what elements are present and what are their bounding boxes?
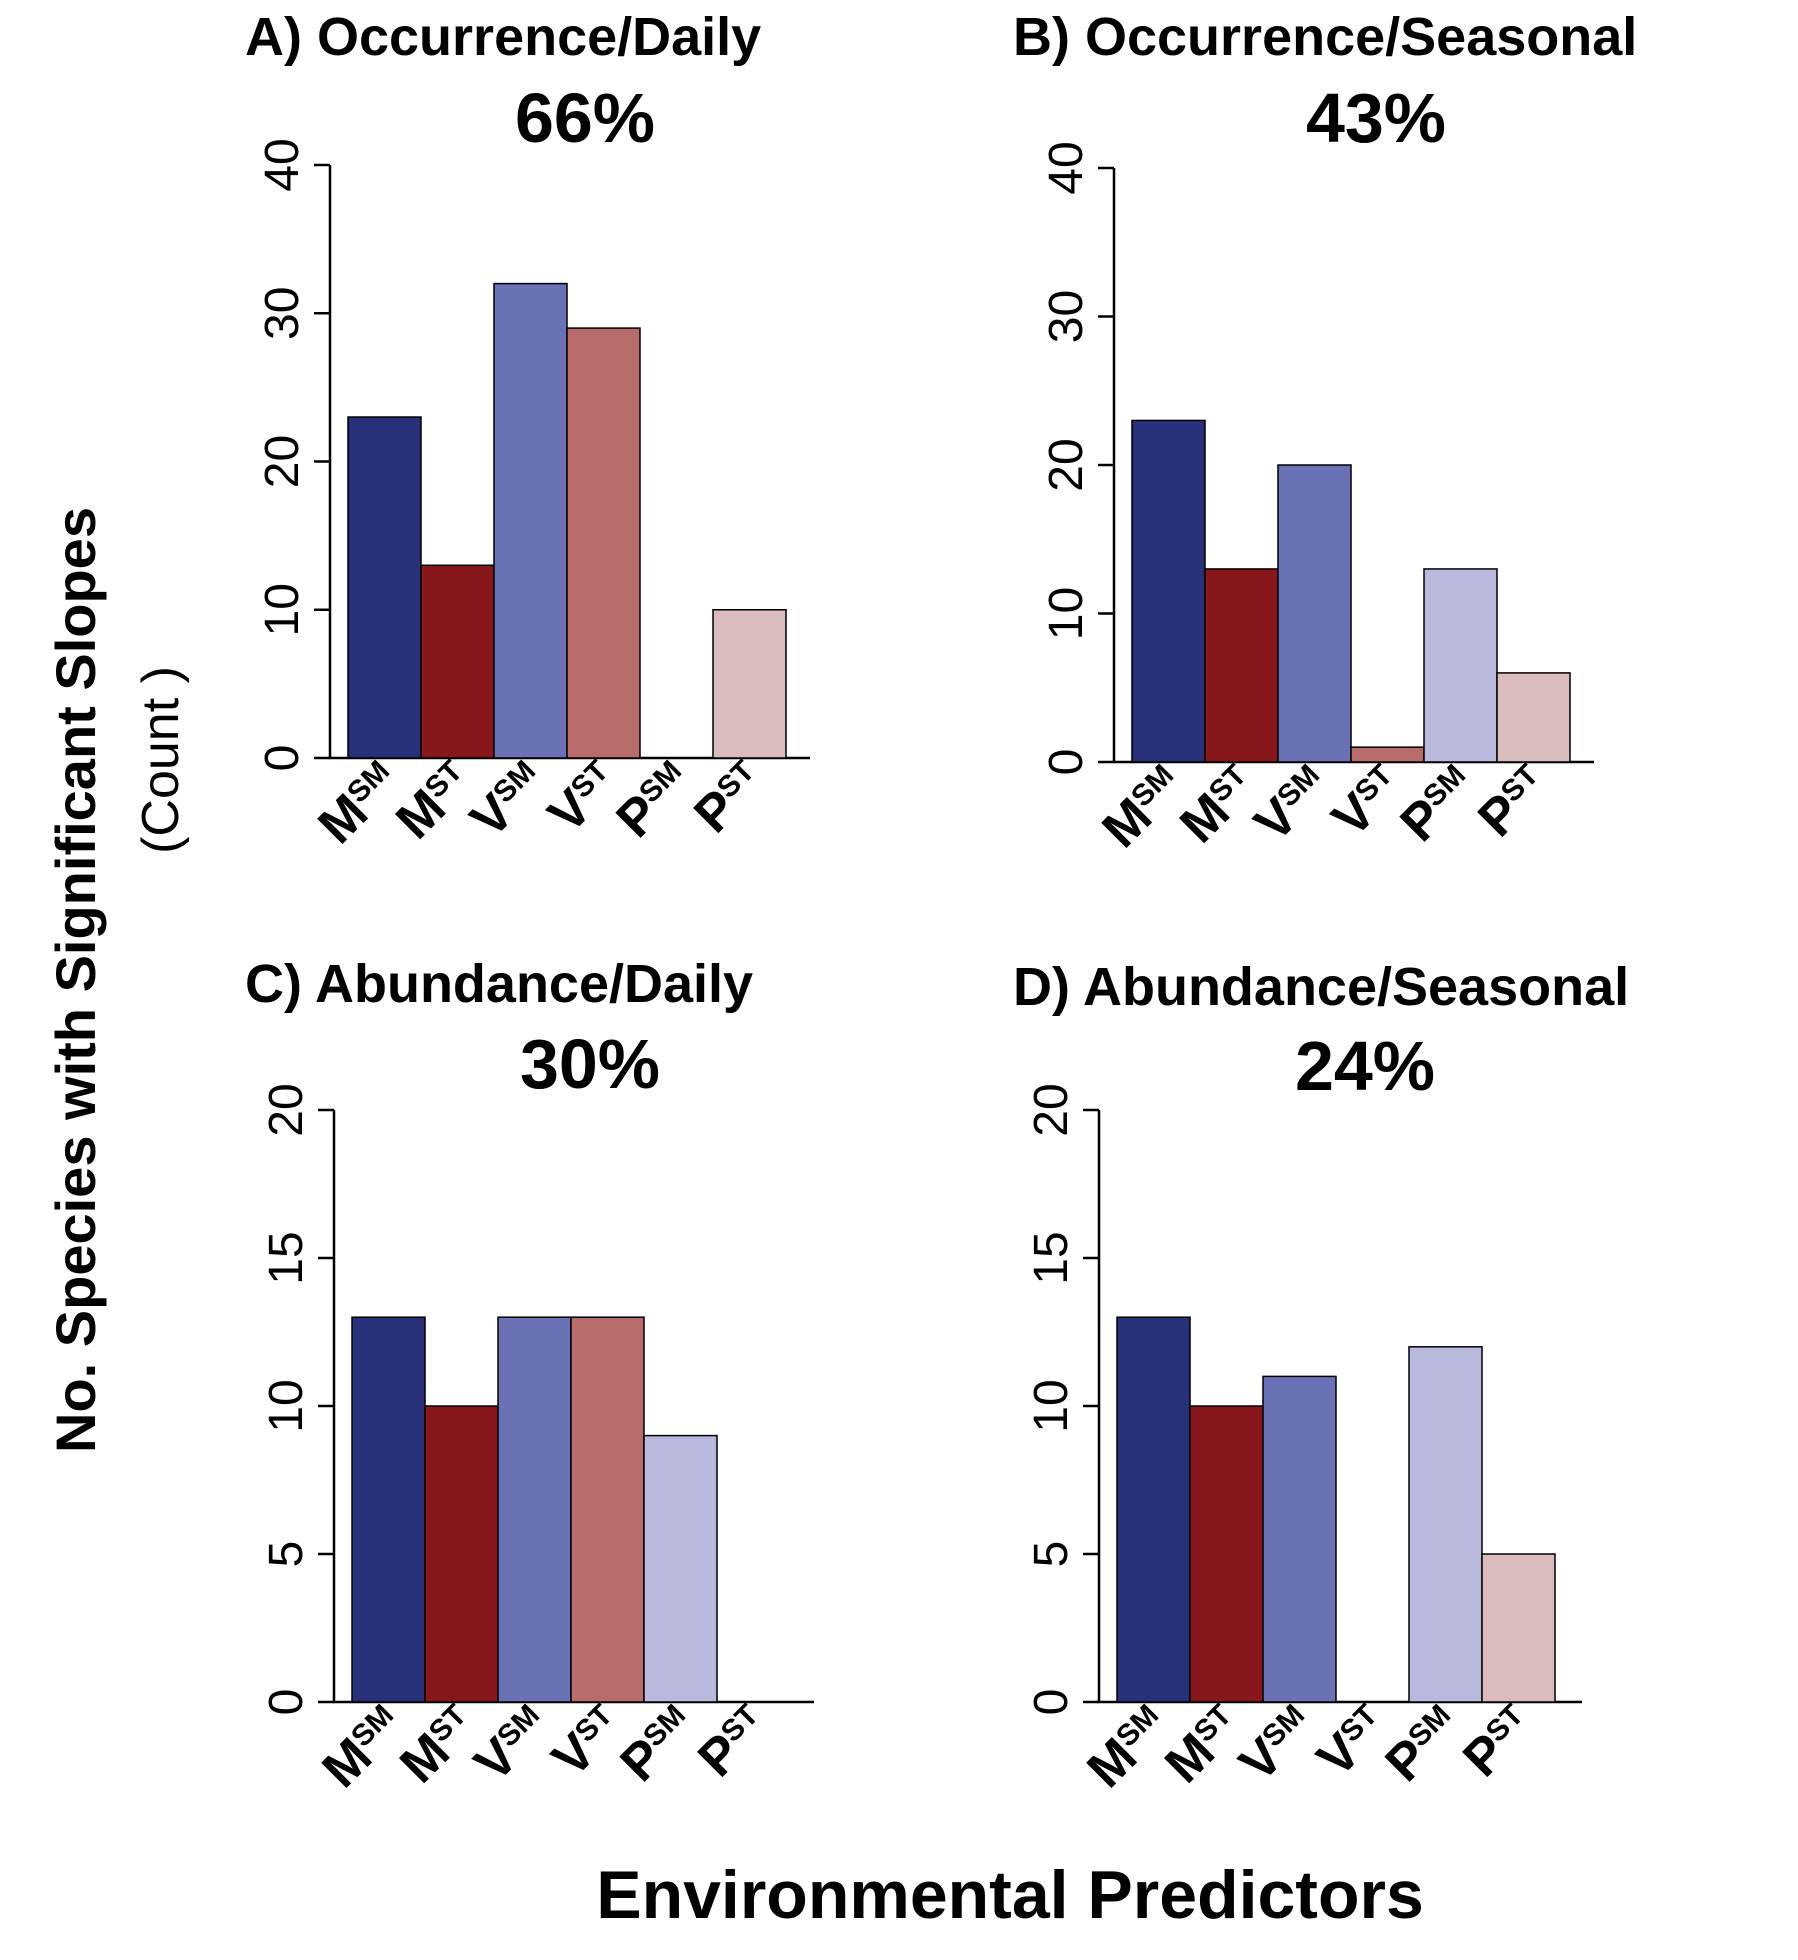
- x-axis-label: Environmental Predictors: [596, 1857, 1424, 1933]
- y-tick-label: 20: [260, 1083, 313, 1136]
- y-tick-label: 0: [260, 1689, 313, 1716]
- y-tick-label: 40: [256, 138, 309, 191]
- y-tick-label: 30: [1040, 290, 1093, 343]
- category-label: MST: [1169, 755, 1268, 854]
- bar-v-sm: [1277, 464, 1352, 763]
- chart-panels: A) Occurrence/Daily66%010203040MSMMSTVSM…: [245, 7, 1637, 1799]
- y-tick-label: 15: [1025, 1231, 1078, 1284]
- chart-panel: D) Abundance/Seasonal24%05101520MSMMSTVS…: [1013, 957, 1629, 1799]
- chart-panel: A) Occurrence/Daily66%010203040MSMMSTVSM…: [245, 7, 810, 855]
- y-tick-label: 5: [1025, 1541, 1078, 1568]
- bar-m-st: [1204, 568, 1279, 763]
- bar-m-st: [1189, 1405, 1264, 1703]
- bar-v-sm: [1262, 1375, 1337, 1703]
- y-tick-label: 0: [1040, 749, 1093, 776]
- panel-percentage: 30%: [520, 1025, 660, 1103]
- panel-percentage: 66%: [515, 79, 655, 157]
- bar-v-sm: [493, 282, 568, 759]
- y-tick-label: 10: [260, 1379, 313, 1432]
- y-axis-label: No. Species with Significant Slopes: [44, 507, 107, 1453]
- panel-title: B) Occurrence/Seasonal: [1013, 7, 1637, 67]
- y-tick-label: 10: [1040, 587, 1093, 640]
- bar-m-sm: [1131, 419, 1206, 763]
- y-tick-label: 5: [260, 1541, 313, 1568]
- bar-p-st: [1496, 672, 1571, 763]
- panel-percentage: 43%: [1306, 79, 1446, 157]
- bar-m-sm: [351, 1316, 426, 1703]
- y-tick-label: 20: [1025, 1083, 1078, 1136]
- y-tick-label: 10: [1025, 1379, 1078, 1432]
- y-axis-label-unit: (Count ): [132, 666, 190, 854]
- bar-v-st: [566, 327, 641, 759]
- bar-p-sm: [1423, 568, 1498, 763]
- y-tick-label: 40: [1040, 141, 1093, 194]
- panel-title: D) Abundance/Seasonal: [1013, 957, 1629, 1017]
- category-label: PST: [1452, 1695, 1545, 1788]
- bar-m-sm: [1116, 1316, 1191, 1703]
- bar-v-sm: [497, 1316, 572, 1703]
- y-tick-label: 0: [1025, 1689, 1078, 1716]
- bar-m-sm: [347, 416, 422, 759]
- y-tick-label: 20: [256, 435, 309, 488]
- bar-p-sm: [1408, 1346, 1483, 1703]
- bar-v-st: [570, 1316, 645, 1703]
- chart-panel: C) Abundance/Daily30%05101520MSMMSTVSMVS…: [245, 954, 814, 1799]
- chart-panel: B) Occurrence/Seasonal43%010203040MSMMST…: [1013, 7, 1637, 859]
- y-tick-label: 30: [256, 287, 309, 340]
- bar-p-sm: [643, 1434, 718, 1703]
- bar-m-st: [424, 1405, 499, 1703]
- panel-percentage: 24%: [1295, 1027, 1435, 1105]
- panel-title: C) Abundance/Daily: [245, 954, 753, 1014]
- category-label: PST: [683, 751, 776, 844]
- bar-p-st: [1481, 1553, 1556, 1703]
- y-tick-label: 20: [1040, 438, 1093, 491]
- y-tick-label: 10: [256, 583, 309, 636]
- bar-p-st: [712, 609, 787, 759]
- y-tick-label: 0: [256, 745, 309, 772]
- category-label: PST: [687, 1695, 780, 1788]
- y-tick-label: 15: [260, 1231, 313, 1284]
- bar-v-st: [1350, 746, 1425, 763]
- category-label: PST: [1467, 755, 1560, 848]
- bar-m-st: [420, 564, 495, 759]
- panel-title: A) Occurrence/Daily: [245, 7, 761, 67]
